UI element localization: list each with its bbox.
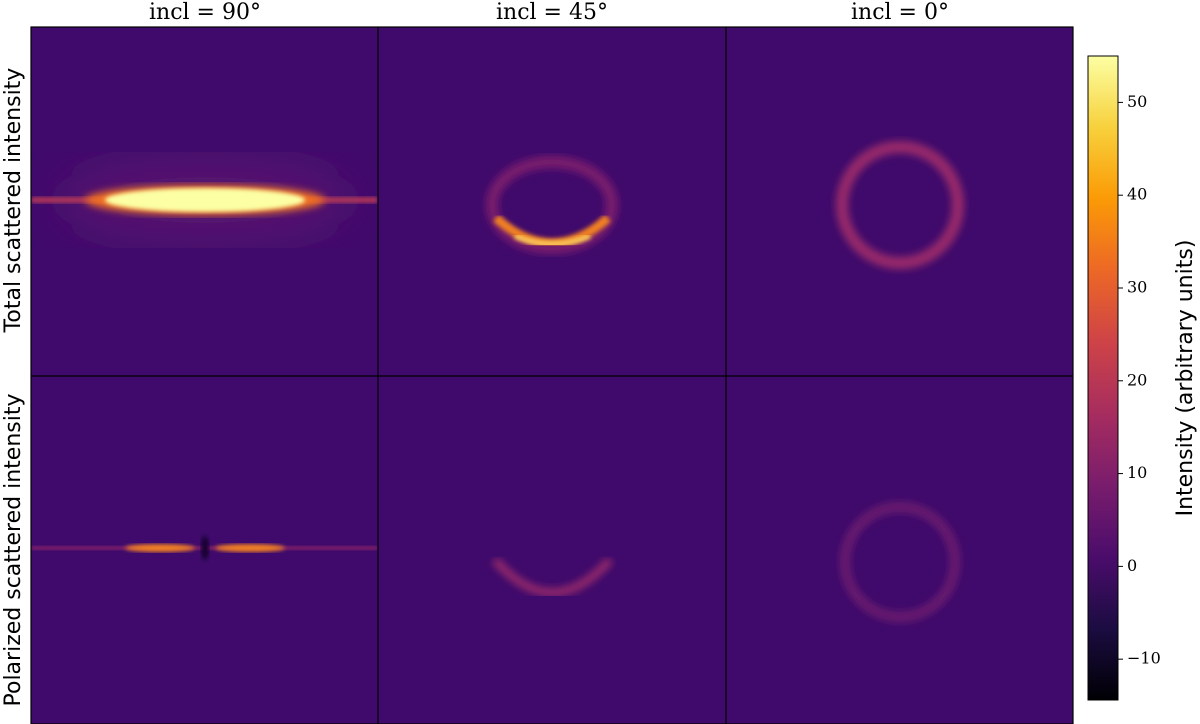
- colorbar-tick-label: 50: [1127, 92, 1147, 111]
- row-label: Polarized scattered intensity: [1, 394, 26, 707]
- colorbar-tick-label: 20: [1127, 370, 1147, 389]
- colorbar: [1087, 55, 1119, 701]
- colorbar-tick-label: −10: [1127, 649, 1161, 668]
- panels: [30, 26, 1074, 724]
- colorbar-tick-label: 40: [1127, 185, 1147, 204]
- colorbar-tick-label: 10: [1127, 463, 1147, 482]
- column-title: incl = 45°: [496, 0, 608, 25]
- colorbar-tick-label: 0: [1127, 556, 1137, 575]
- colorbar-tick-label: 30: [1127, 277, 1147, 296]
- column-title: incl = 90°: [149, 0, 261, 25]
- colorbar-label: Intensity (arbitrary units): [1173, 240, 1198, 517]
- column-title: incl = 0°: [851, 0, 949, 25]
- row-label: Total scattered intensity: [1, 68, 26, 334]
